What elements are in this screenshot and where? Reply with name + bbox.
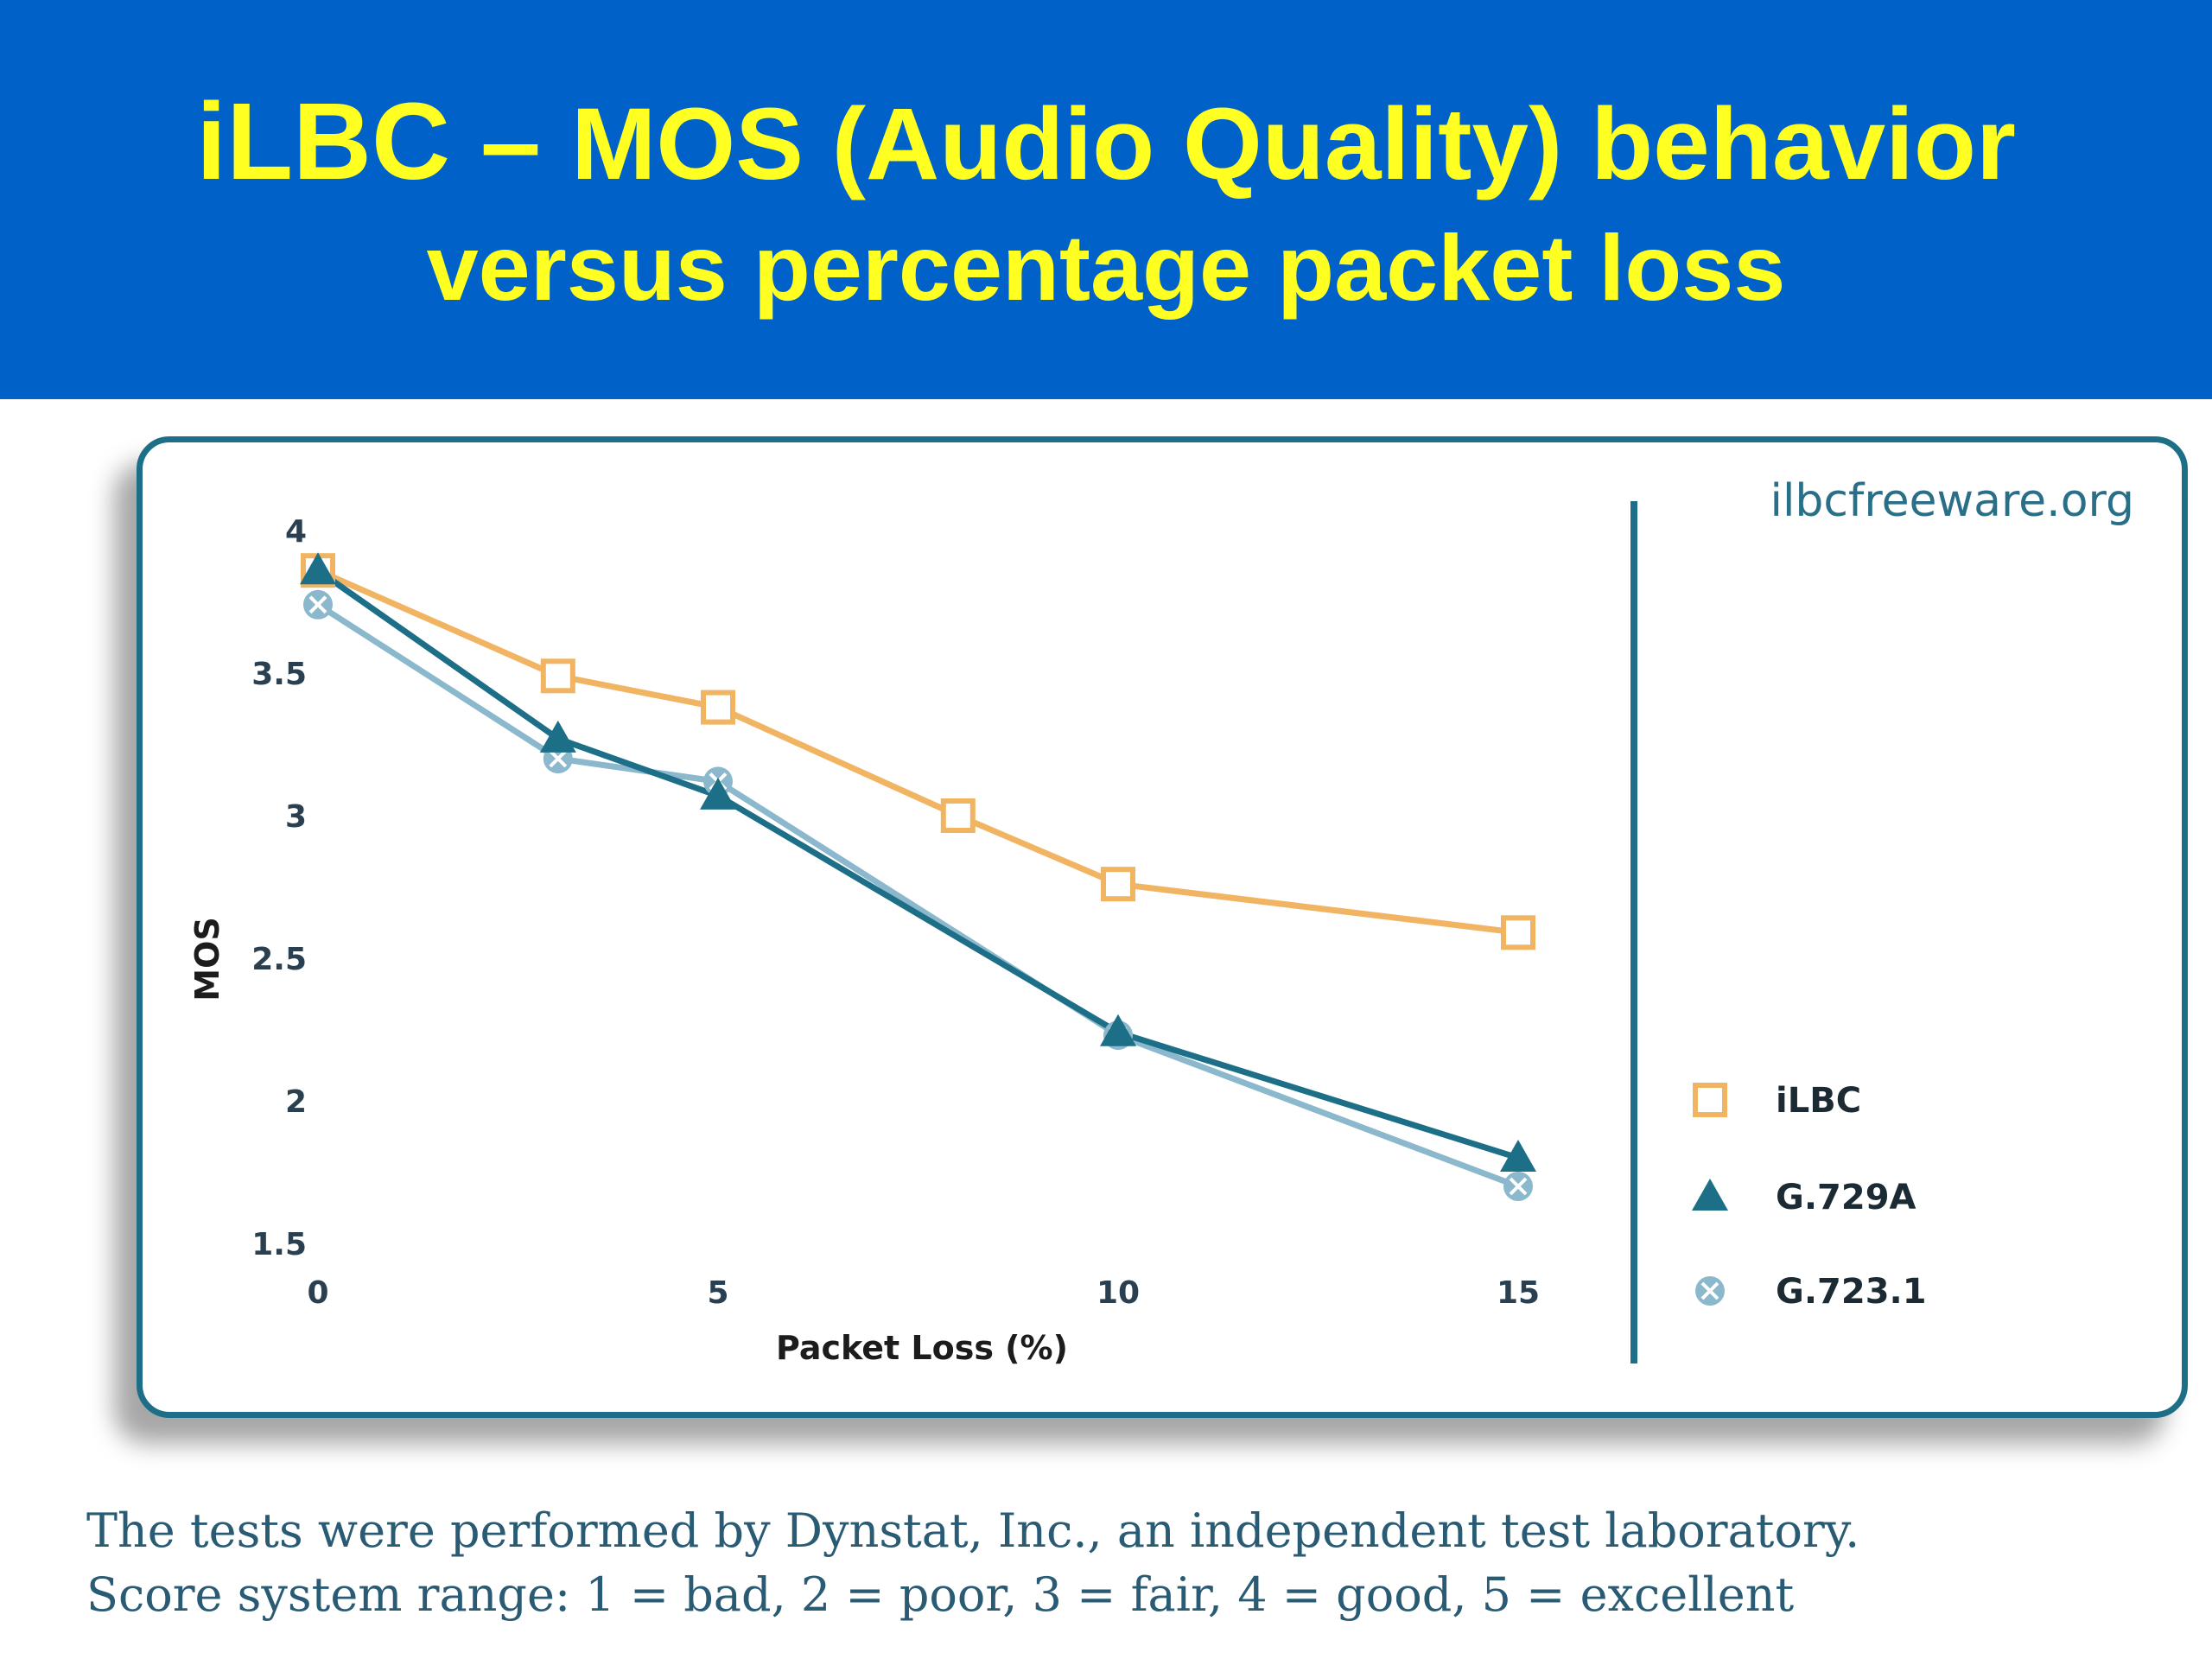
data-point-triangle xyxy=(1100,1014,1136,1046)
y-tick-label: 1.5 xyxy=(251,1227,307,1262)
legend-entry: G.723.1 xyxy=(1695,1272,1927,1312)
x-tick-label: 15 xyxy=(1497,1275,1540,1311)
series-markers xyxy=(301,553,1535,950)
y-tick-label: 3 xyxy=(285,799,307,835)
data-point-triangle xyxy=(300,552,336,585)
series-g-729a xyxy=(315,568,1520,1161)
x-tick-label: 0 xyxy=(307,1275,328,1311)
data-point-triangle xyxy=(700,777,736,810)
data-point-cross xyxy=(1503,1172,1533,1201)
x-axis-label: Packet Loss (%) xyxy=(776,1329,1068,1367)
chart-watermark: ilbcfreeware.org xyxy=(1770,475,2134,527)
legend-label: G.723.1 xyxy=(1776,1272,1927,1312)
y-tick-label: 4 xyxy=(285,514,307,550)
legend-marker-triangle xyxy=(1692,1179,1728,1211)
data-point-triangle xyxy=(1500,1140,1536,1172)
y-tick-label: 2.5 xyxy=(251,942,307,977)
caption-line1: The tests were performed by Dynstat, Inc… xyxy=(86,1503,1860,1558)
series-ilbc xyxy=(316,567,1519,936)
chart-caption: The tests were performed by Dynstat, Inc… xyxy=(86,1499,2160,1627)
data-point-square xyxy=(1501,915,1535,950)
data-point-cross xyxy=(303,589,333,620)
slide-title-codec: iLBC – xyxy=(196,79,572,202)
x-tick-label: 10 xyxy=(1096,1275,1140,1311)
data-point-square xyxy=(1101,867,1135,902)
series-markers xyxy=(300,552,1536,1172)
data-point-square xyxy=(540,658,575,694)
slide-title-line1: iLBC – MOS (Audio Quality) behavior xyxy=(196,73,2016,210)
legend-entry: iLBC xyxy=(1693,1081,1861,1121)
y-axis-label: MOS xyxy=(188,917,226,1001)
legend-label: iLBC xyxy=(1776,1081,1861,1121)
slide-title-line2: versus percentage packet loss xyxy=(426,215,1786,321)
y-tick-label: 3.5 xyxy=(251,657,307,692)
y-tick-label: 2 xyxy=(285,1084,307,1120)
data-point-square xyxy=(701,690,735,725)
slide-header: iLBC – MOS (Audio Quality) behavior vers… xyxy=(0,0,2212,399)
data-point-triangle xyxy=(539,720,576,753)
series-markers xyxy=(303,589,1533,1201)
chart-card xyxy=(137,436,2188,1418)
legend-label: G.729A xyxy=(1776,1178,1916,1217)
caption-line2: Score system range: 1 = bad, 2 = poor, 3… xyxy=(86,1567,1795,1622)
slide-title-topic: MOS (Audio Quality) behavior xyxy=(571,86,2016,201)
series-line xyxy=(315,568,1520,1161)
legend-marker-cross xyxy=(1695,1276,1725,1306)
x-tick-label: 5 xyxy=(707,1275,728,1311)
legend-marker-square xyxy=(1693,1083,1727,1117)
legend-entry: G.729A xyxy=(1692,1178,1916,1217)
data-point-square xyxy=(940,798,976,833)
series-line xyxy=(316,567,1519,936)
